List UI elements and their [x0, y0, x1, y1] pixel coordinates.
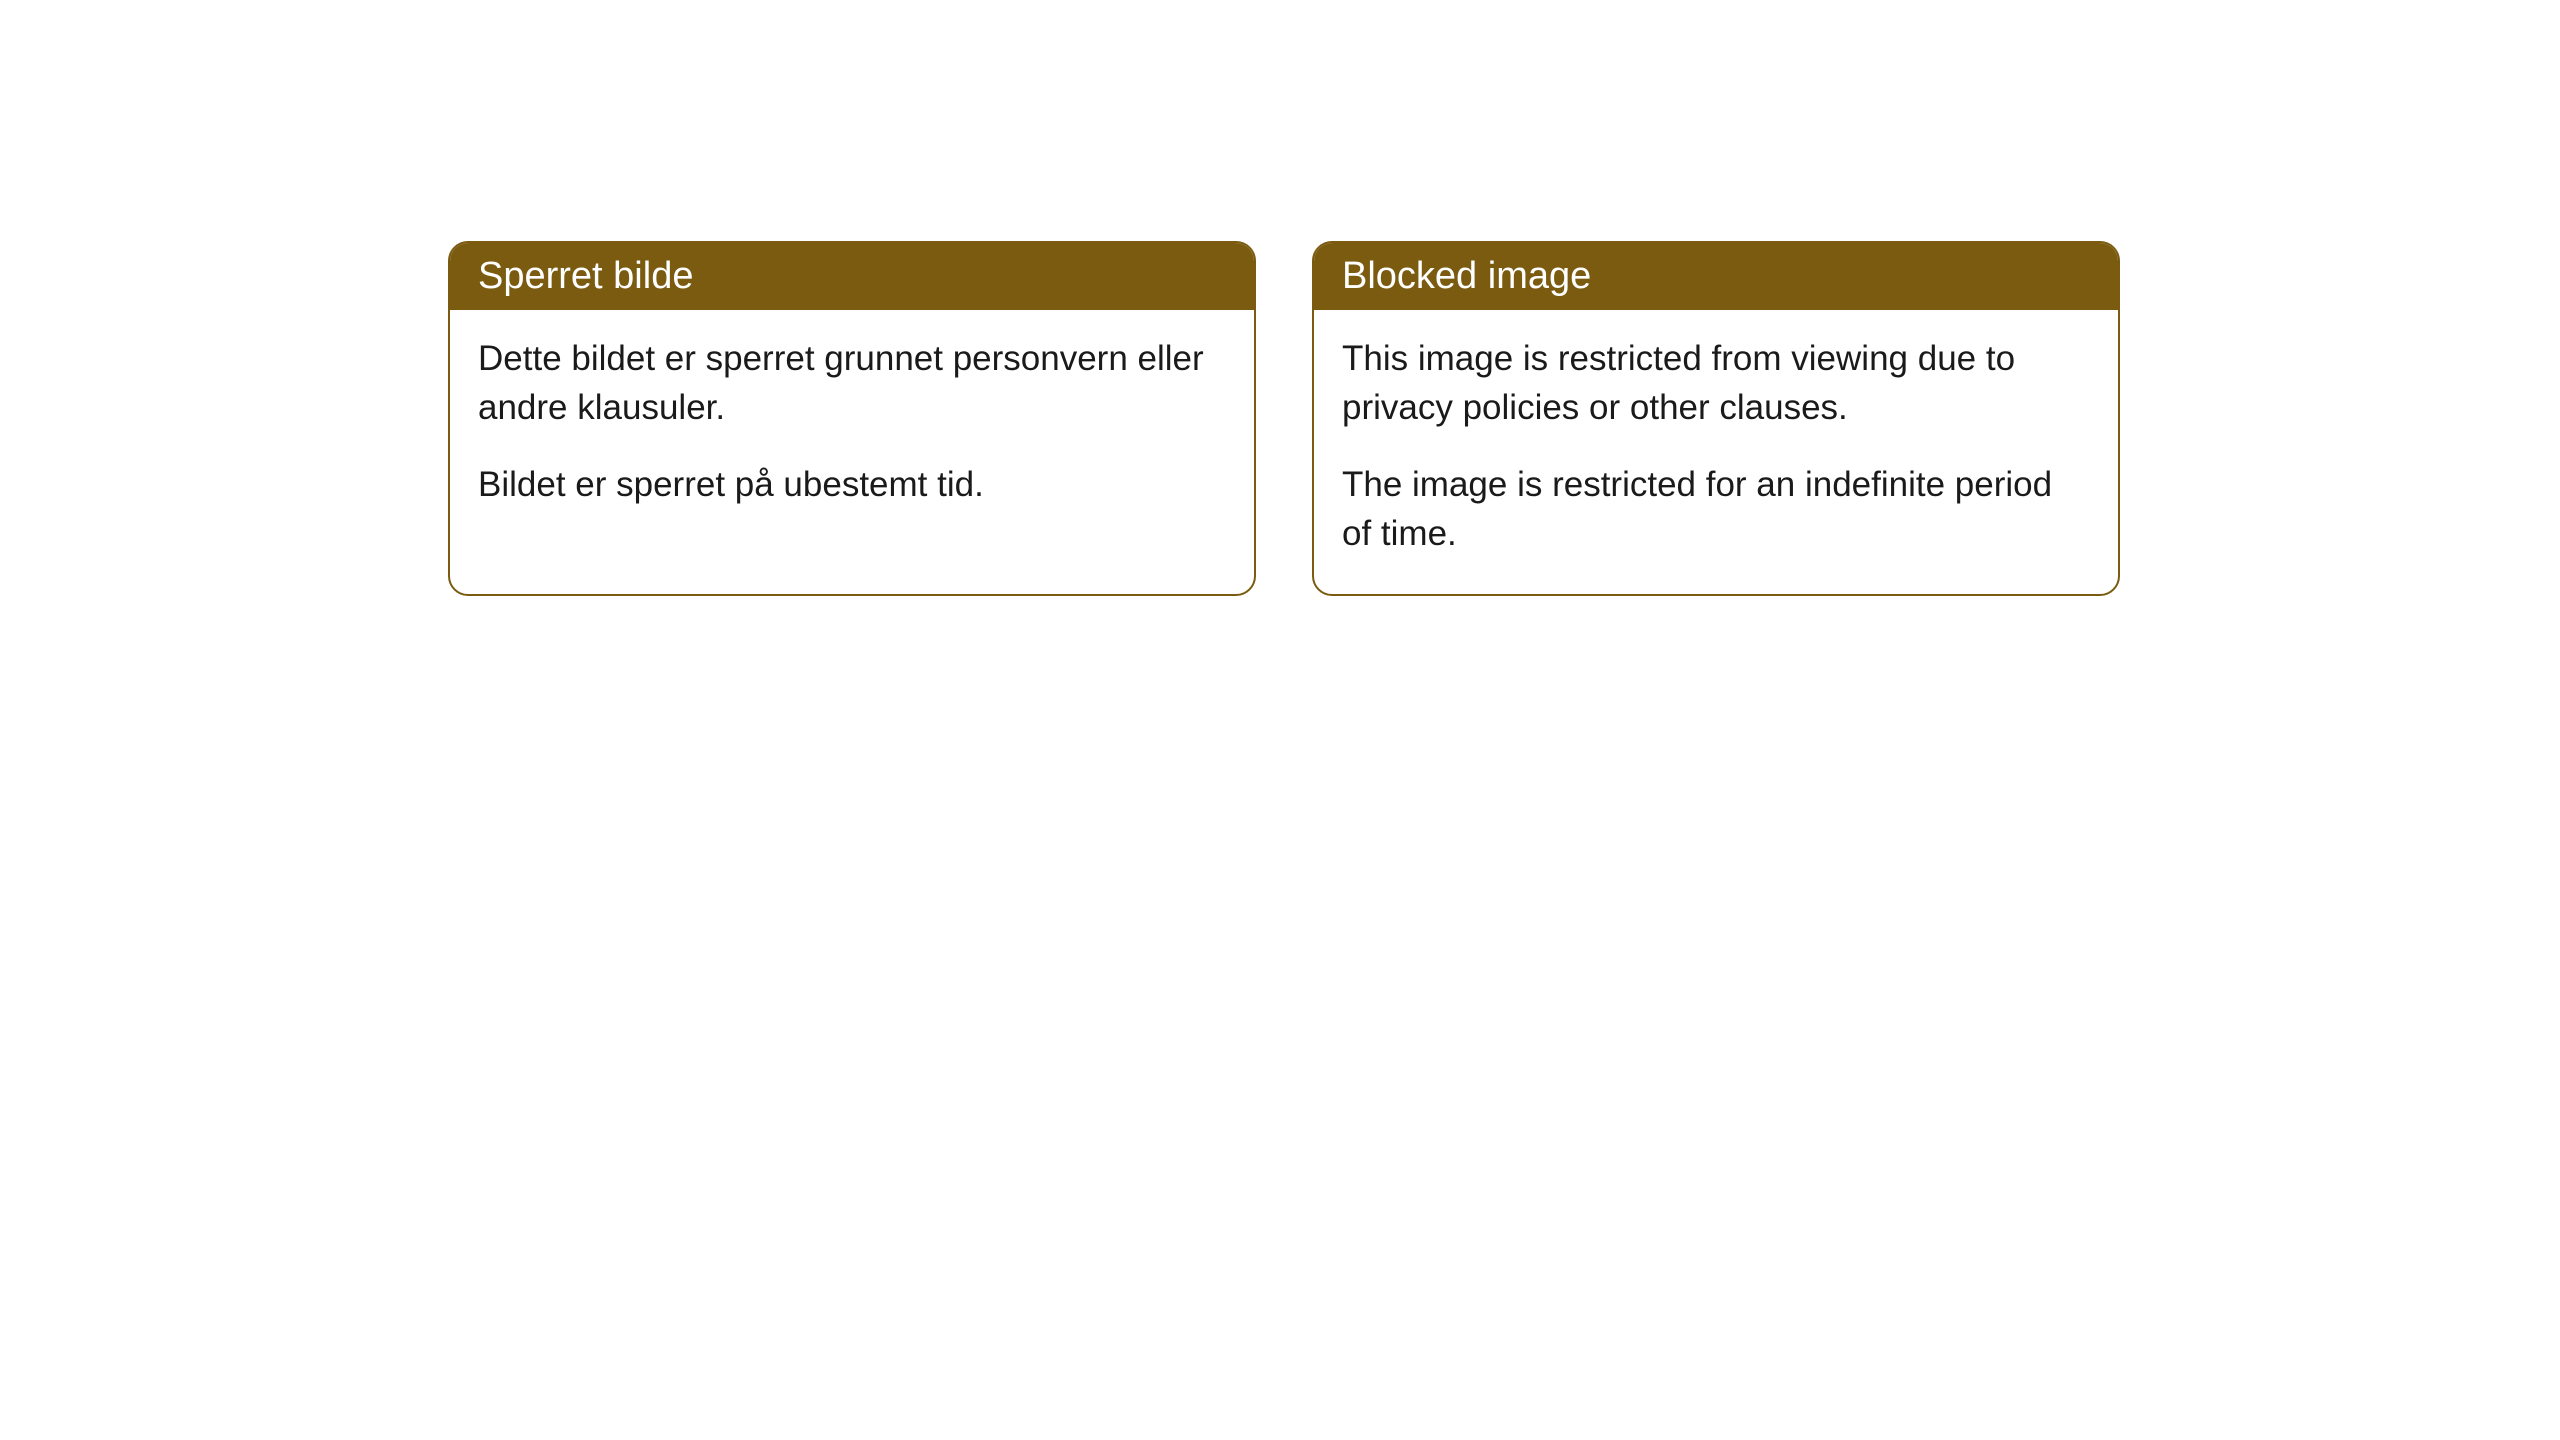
- card-paragraph: Bildet er sperret på ubestemt tid.: [478, 460, 1226, 509]
- card-title: Blocked image: [1342, 255, 1591, 297]
- card-body-english: This image is restricted from viewing du…: [1314, 310, 2118, 594]
- card-paragraph: Dette bildet er sperret grunnet personve…: [478, 334, 1226, 432]
- card-header-english: Blocked image: [1314, 243, 2118, 310]
- notice-cards-container: Sperret bilde Dette bildet er sperret gr…: [448, 241, 2120, 596]
- card-title: Sperret bilde: [478, 255, 693, 297]
- blocked-image-card-english: Blocked image This image is restricted f…: [1312, 241, 2120, 596]
- blocked-image-card-norwegian: Sperret bilde Dette bildet er sperret gr…: [448, 241, 1256, 596]
- card-paragraph: The image is restricted for an indefinit…: [1342, 460, 2090, 558]
- card-header-norwegian: Sperret bilde: [450, 243, 1254, 310]
- card-body-norwegian: Dette bildet er sperret grunnet personve…: [450, 310, 1254, 545]
- card-paragraph: This image is restricted from viewing du…: [1342, 334, 2090, 432]
